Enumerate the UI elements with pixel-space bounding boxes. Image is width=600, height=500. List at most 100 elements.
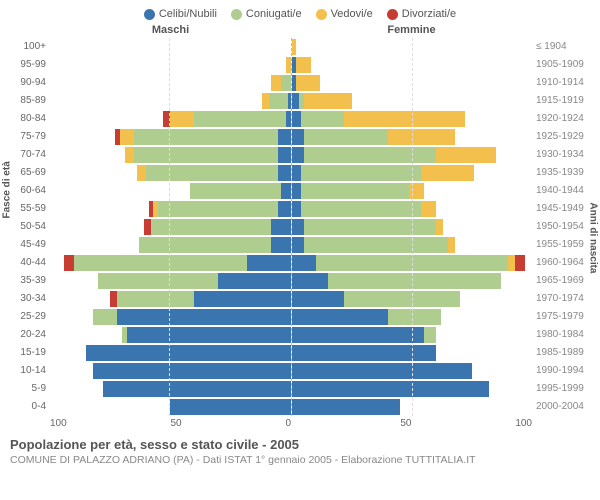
age-band-label: 80-84 bbox=[8, 110, 46, 128]
age-band-label: 85-89 bbox=[8, 92, 46, 110]
birth-band-label: 1925-1929 bbox=[536, 128, 592, 146]
age-band-label: 30-34 bbox=[8, 290, 46, 308]
bar-segment-divorziati bbox=[64, 255, 74, 271]
bar-segment-vedovi bbox=[296, 75, 320, 91]
legend: Celibi/NubiliConiugati/eVedovi/eDivorzia… bbox=[8, 8, 592, 20]
gridline bbox=[169, 38, 170, 416]
bar-segment-celibi bbox=[127, 327, 291, 343]
header-female: Femmine bbox=[291, 24, 532, 36]
bar-segment-celibi bbox=[292, 381, 489, 397]
bar-segment-vedovi bbox=[262, 93, 269, 109]
bar-segment-celibi bbox=[292, 147, 304, 163]
female-half bbox=[292, 38, 533, 416]
bar-segment-vedovi bbox=[421, 165, 474, 181]
pyramid-row bbox=[50, 128, 291, 146]
bar-segment-coniugati bbox=[117, 291, 194, 307]
legend-label: Coniugati/e bbox=[246, 8, 302, 20]
male-half bbox=[50, 38, 292, 416]
birth-band-label: 1905-1909 bbox=[536, 56, 592, 74]
age-band-label: 75-79 bbox=[8, 128, 46, 146]
bar-segment-celibi bbox=[286, 111, 291, 127]
bar-segment-celibi bbox=[86, 345, 290, 361]
bar-segment-coniugati bbox=[301, 111, 344, 127]
birth-band-label: 1945-1949 bbox=[536, 200, 592, 218]
age-band-label: 5-9 bbox=[8, 380, 46, 398]
bar-segment-vedovi bbox=[286, 57, 291, 73]
bar-segment-coniugati bbox=[98, 273, 218, 289]
birth-band-label: 1950-1954 bbox=[536, 218, 592, 236]
legend-swatch bbox=[316, 9, 327, 20]
bar-segment-coniugati bbox=[304, 129, 388, 145]
pyramid-row bbox=[50, 200, 291, 218]
y-left-axis-label: Fasce di età bbox=[2, 161, 13, 218]
bar-segment-celibi bbox=[271, 219, 290, 235]
bar-segment-celibi bbox=[292, 255, 316, 271]
bar-segment-vedovi bbox=[421, 201, 435, 217]
age-band-label: 65-69 bbox=[8, 164, 46, 182]
bar-segment-divorziati bbox=[144, 219, 151, 235]
pyramid-row bbox=[50, 236, 291, 254]
plot-area: Fasce di età 100+95-9990-9485-8980-8475-… bbox=[8, 38, 592, 416]
bar-segment-vedovi bbox=[436, 219, 443, 235]
pyramid-row bbox=[50, 92, 291, 110]
birth-band-label: 1930-1934 bbox=[536, 146, 592, 164]
birth-band-label: 1980-1984 bbox=[536, 326, 592, 344]
bar-segment-coniugati bbox=[301, 201, 421, 217]
age-band-label: 15-19 bbox=[8, 344, 46, 362]
bar-segment-vedovi bbox=[296, 57, 310, 73]
age-band-label: 0-4 bbox=[8, 398, 46, 416]
bar-segment-celibi bbox=[278, 201, 290, 217]
bar-segment-celibi bbox=[218, 273, 290, 289]
bar-segment-celibi bbox=[292, 93, 299, 109]
bar-segment-celibi bbox=[117, 309, 290, 325]
birth-band-label: 1995-1999 bbox=[536, 380, 592, 398]
pyramid-row bbox=[50, 344, 291, 362]
birth-band-label: 1975-1979 bbox=[536, 308, 592, 326]
age-band-label: 70-74 bbox=[8, 146, 46, 164]
bar-segment-celibi bbox=[292, 327, 424, 343]
bar-segment-vedovi bbox=[271, 75, 281, 91]
bar-segment-vedovi bbox=[304, 93, 352, 109]
pyramid-row bbox=[50, 56, 291, 74]
age-band-label: 25-29 bbox=[8, 308, 46, 326]
birth-band-label: 1910-1914 bbox=[536, 74, 592, 92]
y-right-axis-label: Anni di nascita bbox=[588, 202, 599, 273]
bar-segment-celibi bbox=[194, 291, 290, 307]
chart-subtitle: COMUNE DI PALAZZO ADRIANO (PA) - Dati IS… bbox=[10, 454, 590, 466]
bar-segment-coniugati bbox=[93, 309, 117, 325]
age-band-label: 100+ bbox=[8, 38, 46, 56]
y-left-ticks: 100+95-9990-9485-8980-8475-7970-7465-696… bbox=[8, 38, 50, 416]
birth-band-label: 1915-1919 bbox=[536, 92, 592, 110]
bar-segment-celibi bbox=[278, 129, 290, 145]
bar-segment-celibi bbox=[292, 291, 345, 307]
pyramid-row bbox=[50, 218, 291, 236]
chart-footer: Popolazione per età, sesso e stato civil… bbox=[8, 437, 592, 466]
bar-segment-vedovi bbox=[137, 165, 147, 181]
bar-segment-coniugati bbox=[304, 219, 436, 235]
legend-swatch bbox=[387, 9, 398, 20]
bar-segment-celibi bbox=[292, 183, 302, 199]
bar-segment-celibi bbox=[292, 129, 304, 145]
bar-segment-vedovi bbox=[388, 129, 455, 145]
bar-segment-celibi bbox=[288, 93, 290, 109]
bar-segment-celibi bbox=[247, 255, 290, 271]
age-band-label: 10-14 bbox=[8, 362, 46, 380]
bar-segment-celibi bbox=[281, 183, 291, 199]
age-band-label: 90-94 bbox=[8, 74, 46, 92]
pyramid-row bbox=[50, 110, 291, 128]
bar-segment-coniugati bbox=[301, 183, 409, 199]
pyramid-row bbox=[50, 326, 291, 344]
legend-label: Vedovi/e bbox=[331, 8, 373, 20]
pyramid-row bbox=[50, 308, 291, 326]
legend-item: Coniugati/e bbox=[231, 8, 302, 20]
pyramid-row bbox=[50, 74, 291, 92]
birth-band-label: 1935-1939 bbox=[536, 164, 592, 182]
legend-label: Celibi/Nubili bbox=[159, 8, 217, 20]
bar-segment-vedovi bbox=[508, 255, 515, 271]
bar-segment-celibi bbox=[292, 219, 304, 235]
bar-segment-celibi bbox=[292, 237, 304, 253]
bar-segment-divorziati bbox=[110, 291, 117, 307]
pyramid-row bbox=[50, 272, 291, 290]
x-ticks-left: 050100 bbox=[50, 418, 291, 429]
bar-segment-coniugati bbox=[281, 75, 291, 91]
